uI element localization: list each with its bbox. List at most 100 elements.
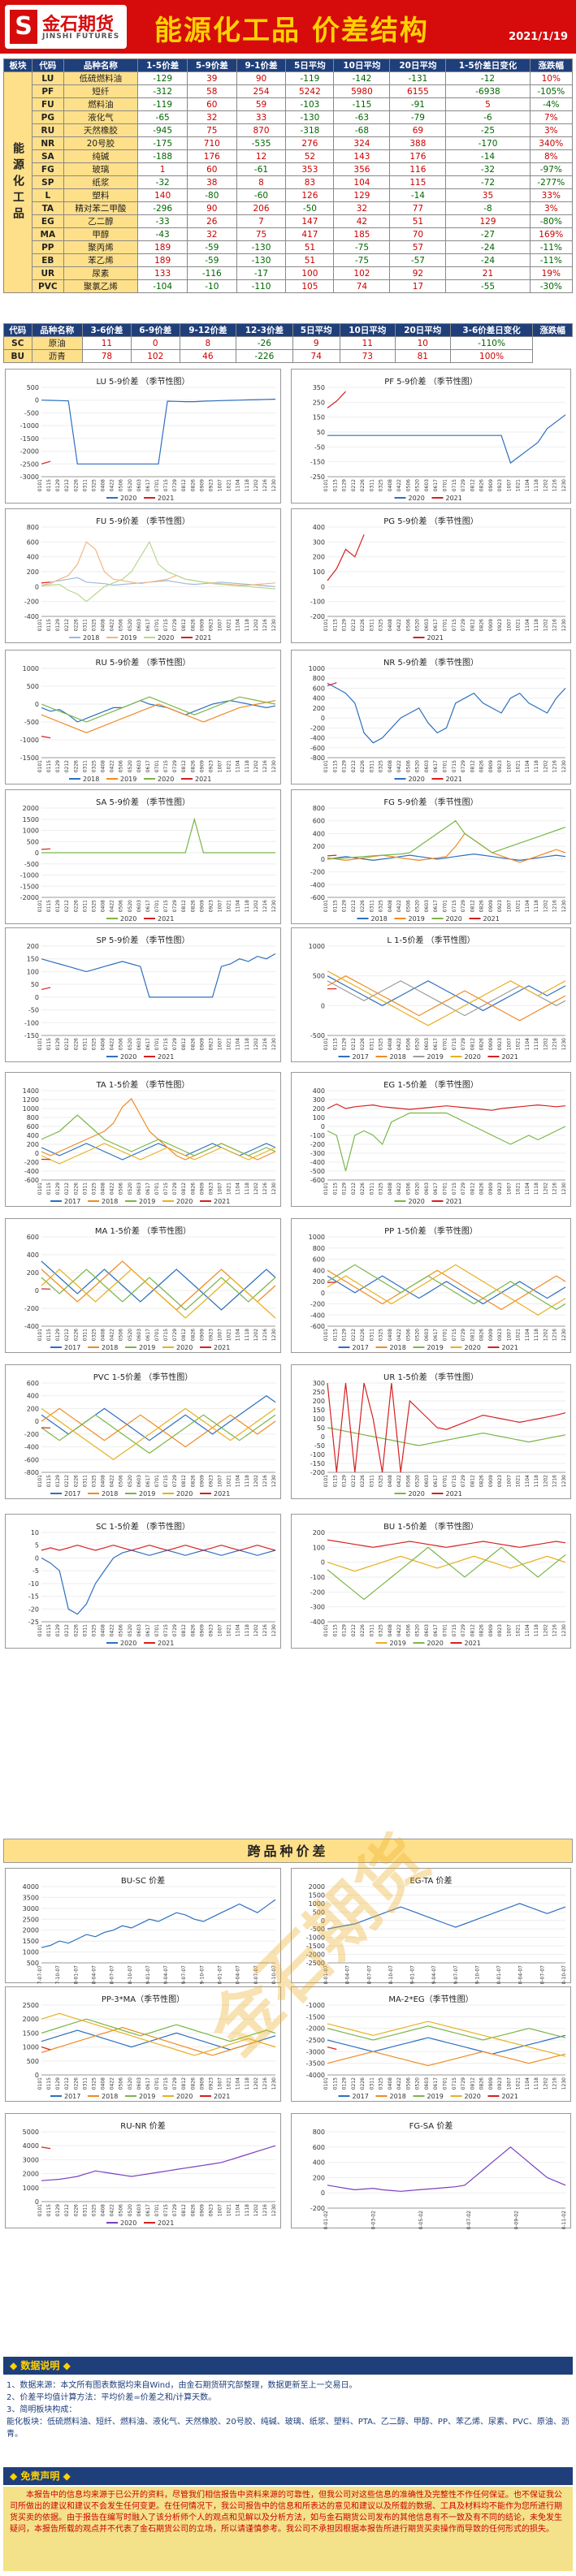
legend-label: 2020 [176, 2093, 193, 2100]
x-tick-label: 0909 [488, 619, 494, 631]
table-cell: 5980 [333, 84, 391, 98]
table-cell: 189 [137, 240, 188, 254]
table-cell: 133 [137, 266, 188, 280]
x-tick-label: 0715 [452, 1475, 457, 1487]
x-tick-label: 0212 [64, 1624, 70, 1636]
x-tick-label: 0812 [470, 1038, 475, 1050]
x-tick-label: 0226 [73, 1038, 79, 1050]
x-tick-label: 0701 [443, 1182, 448, 1195]
x-tick-label: 0729 [172, 2077, 178, 2090]
legend-label: 2019 [139, 1490, 155, 1498]
table-cell: 115 [389, 175, 447, 189]
table-row: L 塑料 140 -80 -60 126 129 -14 35 33% [4, 188, 574, 202]
y-tick-label: -3000 [20, 473, 39, 481]
x-tick-label: 0506 [119, 760, 124, 772]
x-tick-label: 0520 [128, 2077, 133, 2090]
legend-label: 2021 [465, 1640, 481, 1647]
x-tick-label: 1216 [262, 2077, 268, 2090]
y-tick-label: 150 [27, 956, 39, 963]
table-cell: 102 [333, 266, 391, 280]
series-line [327, 2051, 566, 2067]
legend-label: 2020 [409, 495, 425, 502]
table-cell: 73 [339, 349, 396, 363]
x-tick-label: 0115 [46, 1182, 52, 1195]
x-tick-label: 1118 [534, 760, 539, 772]
x-tick-label: 0226 [360, 1329, 366, 1341]
x-tick-label: 1230 [561, 1038, 567, 1050]
x-tick-label: 0226 [360, 900, 366, 912]
chart-panel: SC 1-5价差 （季节性图） 10 5 0 -5 -10 -15 -20 -25 0101 011… [5, 1514, 281, 1649]
table-cell: 原油 [31, 336, 84, 350]
y-tick-label: 0 [35, 2072, 39, 2079]
table-row: NR 20号胶 -175 710 -535 276 324 388 -170 340% [4, 136, 574, 150]
x-tick-label: 0909 [199, 1624, 205, 1636]
x-tick-label: 1216 [262, 900, 268, 912]
table-cell: 纯碱 [63, 149, 139, 163]
series-line [327, 1275, 566, 1305]
x-tick-label: 0617 [433, 900, 439, 912]
chart-panel: NR 5-9价差 （季节性图） 1000 800 600 400 200 0 -200 -400… [291, 650, 571, 784]
series-line [327, 414, 566, 465]
x-tick-label: 0311 [82, 1475, 88, 1487]
x-tick-label: 0909 [488, 1475, 494, 1487]
table-cell: 57 [389, 240, 447, 254]
x-tick-label: 0826 [479, 1182, 485, 1195]
table-cell: 乙二醇 [63, 214, 139, 228]
x-tick-label: 0325 [91, 1038, 97, 1050]
y-tick-label: -400 [24, 1323, 39, 1330]
x-tick-label: 0115 [332, 2077, 338, 2090]
y-tick-label: 1000 [309, 665, 325, 672]
series-line [327, 2047, 337, 2051]
y-tick-label: -100 [310, 1451, 325, 1459]
x-tick-label: 0909 [488, 2077, 494, 2090]
x-tick-label: 0506 [405, 760, 411, 772]
y-tick-label: 150 [313, 414, 325, 421]
x-tick-label: 0422 [396, 1475, 402, 1487]
x-tick-label: 0729 [461, 2077, 466, 2090]
table-cell: -142 [333, 71, 391, 85]
table-row: FG 玻璃 1 60 -61 353 356 116 -32 -97% [4, 162, 574, 176]
series-line [327, 1546, 566, 1601]
table-header-cell: 3-6价差日变化 [449, 323, 534, 337]
x-tick-label: 1216 [262, 1182, 268, 1195]
legend-label: 2017 [64, 2093, 80, 2100]
x-tick-label: 2019-10-07 [474, 1965, 480, 1984]
x-tick-label: 1230 [271, 2204, 277, 2216]
x-tick-label: 2018-01-07 [73, 1965, 79, 1984]
y-tick-label: 200 [313, 1398, 325, 1405]
x-tick-label: 1007 [506, 479, 512, 491]
legend-label: 2021 [446, 776, 462, 783]
x-tick-label: 0923 [208, 1475, 214, 1487]
x-tick-label: 0311 [369, 2077, 375, 2090]
x-tick-label: 0923 [208, 479, 214, 491]
y-tick-label: 200 [313, 705, 325, 712]
x-tick-label: 1230 [271, 2077, 277, 2090]
series-line [327, 1269, 566, 1311]
table-row: BU 沥青 78 102 46 -226 74 73 81 100% [3, 349, 573, 363]
table-cell: 5 [445, 97, 531, 111]
x-tick-label: 0909 [488, 760, 494, 772]
table-cell: 78 [82, 349, 132, 363]
legend-label: 2020 [465, 1344, 481, 1351]
table-cell: 7% [529, 110, 574, 124]
x-tick-label: 0506 [405, 2077, 411, 2090]
series-line [327, 854, 337, 857]
table-cell: 液化气 [63, 110, 139, 124]
table-row: RU 天然橡胶 -945 75 870 -318 -68 69 -25 3% [4, 123, 574, 137]
series-line [327, 534, 365, 581]
y-tick-label: 4000 [23, 1883, 39, 1891]
y-tick-label: 600 [27, 538, 39, 546]
x-tick-label: 1202 [253, 1624, 259, 1636]
report-date: 2021/1/19 [509, 31, 568, 43]
y-tick-label: 400 [27, 1393, 39, 1400]
x-tick-label: 0603 [136, 1624, 142, 1636]
series-line [327, 853, 566, 862]
x-tick-label: 0506 [119, 1038, 124, 1050]
x-tick-label: 0617 [433, 1475, 439, 1487]
x-tick-label: 0701 [154, 1182, 160, 1195]
x-tick-label: 0129 [55, 619, 61, 631]
series-line [41, 540, 276, 603]
